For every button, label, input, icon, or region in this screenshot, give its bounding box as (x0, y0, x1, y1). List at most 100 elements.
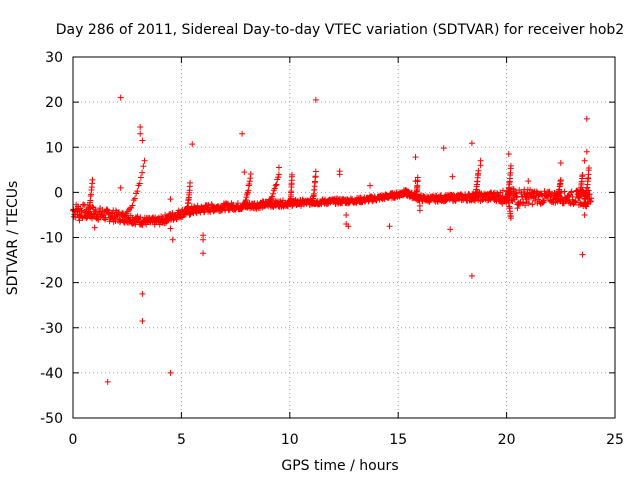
outlier-point (581, 157, 588, 164)
outlier-point (583, 115, 590, 122)
outlier-point (468, 140, 475, 147)
outlier-point (449, 173, 456, 180)
band-point (525, 200, 532, 207)
arc-point (131, 195, 138, 202)
y-tick-label: 30 (45, 50, 63, 66)
arc-point (557, 177, 564, 184)
outlier-point (525, 178, 532, 185)
x-axis-label: GPS time / hours (281, 458, 398, 474)
band-point (565, 192, 572, 199)
outlier-point (91, 224, 98, 231)
outlier-point (275, 164, 282, 171)
band-point (546, 197, 553, 204)
band-point (529, 201, 536, 208)
outlier-point (477, 162, 484, 169)
y-tick-label: -50 (40, 411, 63, 427)
arc-point (273, 181, 280, 188)
y-tick-label: -20 (40, 276, 63, 292)
outlier-point (239, 130, 246, 137)
outlier-point (117, 184, 124, 191)
band-point (561, 188, 568, 195)
arc-point (288, 171, 295, 178)
arc-point (136, 180, 143, 187)
band-point (522, 202, 529, 209)
band-point (569, 193, 576, 200)
arc-point (272, 182, 279, 189)
x-tick-labels: 0 5 10 15 20 25 (69, 432, 624, 448)
outlier-point (447, 226, 454, 233)
outlier-point (514, 205, 521, 212)
y-tick-label: -30 (40, 321, 63, 337)
arc-point (129, 202, 136, 209)
outlier-point (169, 236, 176, 243)
arc-point (134, 188, 141, 195)
data-points (70, 94, 595, 385)
band-point (408, 189, 415, 196)
y-tick-label: 10 (45, 140, 63, 156)
arc-point (269, 193, 276, 200)
arc-point (247, 171, 254, 178)
outlier-point (117, 94, 124, 101)
y-tick-label: -10 (40, 231, 63, 247)
x-tick-label: 10 (281, 432, 299, 448)
arc-point (271, 185, 278, 192)
arc-point (137, 174, 144, 181)
arc-point (265, 199, 271, 206)
outlier-point (139, 317, 146, 324)
outlier-point (76, 217, 83, 224)
x-tick-label: 15 (389, 432, 407, 448)
band-point (234, 200, 241, 207)
y-tick-label: 0 (54, 185, 63, 201)
arc-point (130, 197, 137, 204)
outlier-point (583, 148, 590, 155)
outlier-point (200, 236, 207, 243)
outlier-point (200, 250, 207, 257)
outlier-point (581, 211, 588, 218)
outlier-point (189, 141, 196, 148)
outlier-point (167, 225, 174, 232)
outlier-point (241, 169, 248, 176)
arc-point (187, 179, 194, 186)
arc-point (312, 168, 319, 175)
outlier-point (343, 211, 350, 218)
axis-ticks (72, 56, 616, 419)
outlier-point (468, 272, 475, 279)
outlier-point (440, 145, 447, 152)
arc-point (414, 174, 421, 181)
outlier-point (386, 223, 393, 230)
y-tick-label: -40 (40, 366, 63, 382)
outlier-point (345, 223, 352, 230)
grid-lines (73, 57, 615, 418)
outlier-point (139, 137, 146, 144)
outlier-point (412, 178, 419, 185)
arc-point (579, 171, 586, 178)
x-tick-label: 20 (498, 432, 516, 448)
outlier-point (557, 160, 564, 167)
y-tick-label: 20 (45, 95, 63, 111)
x-tick-label: 5 (177, 432, 186, 448)
arc-point (507, 215, 514, 222)
outlier-point (499, 200, 506, 207)
band-point (541, 197, 548, 204)
outlier-point (336, 171, 343, 178)
outlier-point (367, 182, 374, 189)
outlier-point (412, 154, 419, 161)
arc-point (89, 176, 96, 183)
x-tick-label: 0 (69, 432, 78, 448)
outlier-point (505, 151, 512, 158)
arc-point (270, 190, 277, 197)
band-point (572, 198, 579, 205)
arc-point (475, 167, 482, 174)
arc-point (507, 162, 514, 169)
y-tick-labels: -50 -40 -30 -20 -10 0 10 20 30 (40, 50, 63, 427)
outlier-point (104, 378, 111, 385)
arc-point (585, 164, 592, 171)
chart-title: Day 286 of 2011, Sidereal Day-to-day VTE… (56, 22, 624, 38)
outlier-point (416, 207, 423, 214)
arc-point (275, 174, 282, 181)
arc-point (140, 163, 147, 170)
outlier-point (167, 196, 174, 203)
outlier-point (167, 369, 174, 376)
